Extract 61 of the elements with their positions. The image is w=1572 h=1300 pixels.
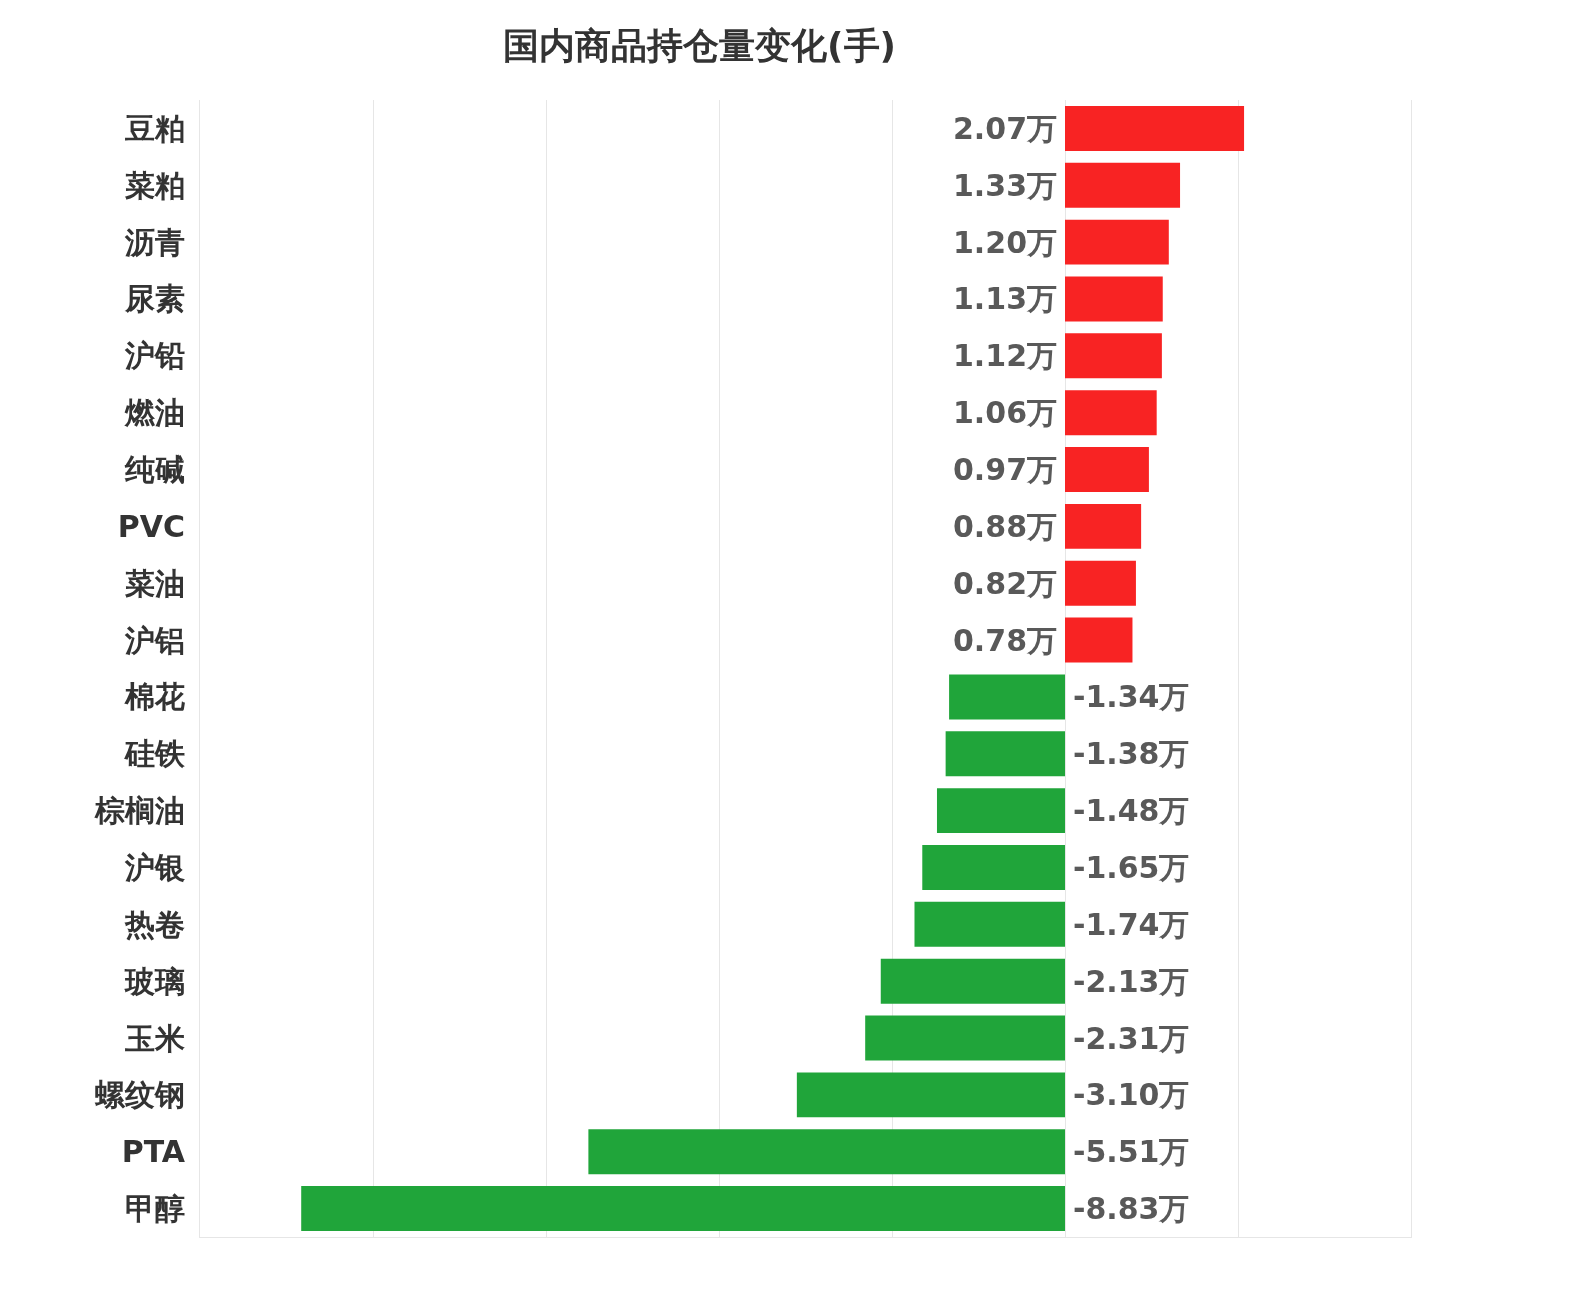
bar	[936, 788, 1065, 834]
data-label: 0.97万	[953, 452, 1058, 487]
y-tick-label: 菜油	[124, 565, 185, 601]
y-tick-label: 螺纹钢	[94, 1077, 185, 1113]
data-label: 1.20万	[953, 225, 1058, 260]
y-tick-label: 豆粕	[124, 110, 185, 146]
data-label: -1.65万	[1073, 850, 1190, 885]
y-tick-label: 尿素	[124, 281, 185, 317]
bar	[1065, 219, 1169, 265]
bar	[796, 1072, 1065, 1118]
data-label: 1.12万	[953, 338, 1058, 373]
bar	[880, 958, 1065, 1004]
bar	[1065, 390, 1157, 436]
bar	[1065, 447, 1149, 492]
y-tick-label: 热卷	[124, 906, 185, 942]
bar	[301, 1186, 1065, 1232]
y-tick-label: 纯碱	[124, 452, 185, 488]
data-label: -2.13万	[1073, 964, 1190, 999]
data-label: -5.51万	[1073, 1134, 1190, 1169]
bar	[1065, 617, 1133, 663]
data-label: -1.34万	[1073, 679, 1190, 714]
y-tick-label: 硅铁	[124, 736, 185, 772]
bar	[1065, 105, 1245, 151]
data-label: 0.88万	[953, 509, 1058, 544]
chart-title: 国内商品持仓量变化(手)	[503, 25, 896, 67]
data-label: -3.10万	[1073, 1077, 1190, 1112]
bar	[588, 1129, 1065, 1175]
bar	[949, 674, 1065, 720]
y-tick-label: 沪银	[124, 849, 185, 885]
data-label: 0.78万	[953, 623, 1058, 658]
data-label: 1.33万	[953, 168, 1058, 203]
bar	[945, 731, 1065, 777]
data-label: -2.31万	[1073, 1021, 1190, 1056]
data-label: 1.13万	[953, 281, 1058, 316]
data-label: -1.74万	[1073, 907, 1190, 942]
y-tick-label: 玉米	[124, 1020, 185, 1056]
y-tick-label: 燃油	[124, 395, 185, 431]
bar	[914, 901, 1065, 947]
y-tick-label: 棉花	[124, 679, 185, 715]
y-tick-label: 甲醇	[125, 1191, 185, 1227]
bar	[1065, 162, 1181, 208]
y-tick-label: 菜粕	[124, 167, 185, 203]
y-tick-label: PTA	[121, 1134, 186, 1170]
data-label: -1.38万	[1073, 736, 1190, 771]
data-label: 0.82万	[953, 566, 1058, 601]
y-tick-label: 沪铅	[124, 338, 185, 374]
data-label: 2.07万	[953, 111, 1058, 146]
bar	[865, 1015, 1065, 1061]
y-tick-label: PVC	[117, 508, 185, 544]
y-tick-label: 玻璃	[124, 963, 185, 999]
y-tick-label: 沪铝	[124, 622, 185, 658]
bar	[1065, 333, 1162, 379]
data-label: -1.48万	[1073, 793, 1190, 828]
bar	[922, 845, 1065, 890]
y-tick-label: 棕榈油	[94, 793, 185, 829]
data-label: -8.83万	[1073, 1191, 1190, 1226]
bar	[1065, 276, 1163, 322]
data-label: 1.06万	[953, 395, 1058, 430]
bar	[1065, 560, 1136, 606]
y-tick-label: 沥青	[124, 224, 185, 260]
bar	[1065, 503, 1142, 549]
